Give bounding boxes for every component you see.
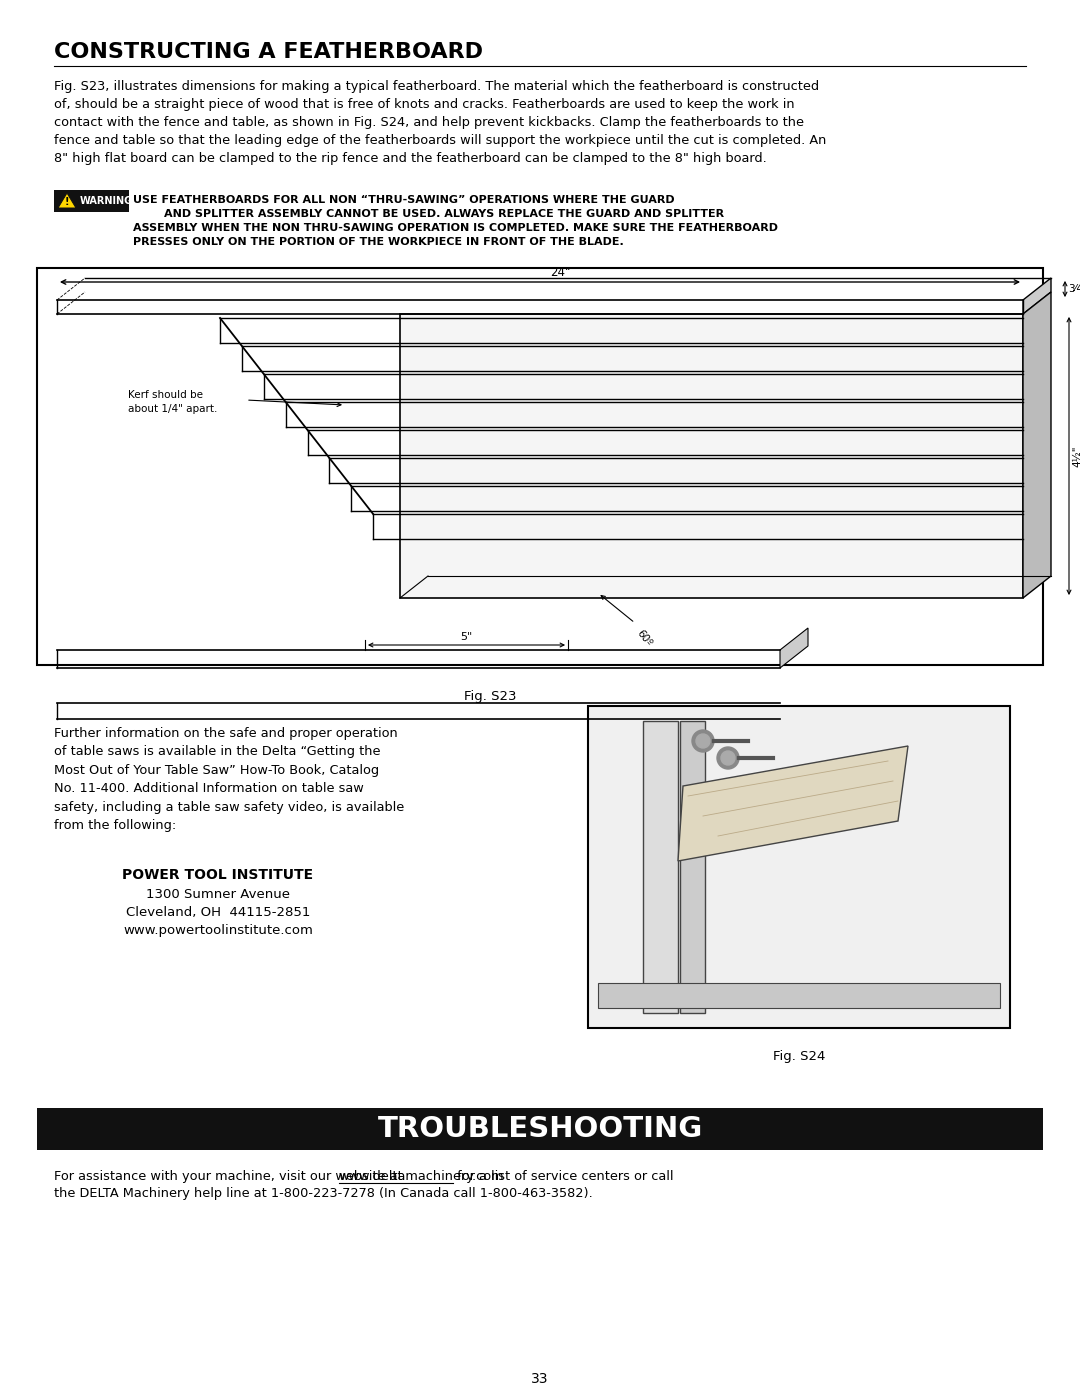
Text: PRESSES ONLY ON THE PORTION OF THE WORKPIECE IN FRONT OF THE BLADE.: PRESSES ONLY ON THE PORTION OF THE WORKP… [133,237,624,247]
Polygon shape [58,193,76,208]
Text: Cleveland, OH  44115-2851: Cleveland, OH 44115-2851 [125,907,310,919]
Text: POWER TOOL INSTITUTE: POWER TOOL INSTITUTE [122,868,313,882]
Text: For assistance with your machine, visit our website at: For assistance with your machine, visit … [54,1171,407,1183]
Text: for a list of service centers or call: for a list of service centers or call [453,1171,673,1183]
Bar [37,268,1043,665]
Polygon shape [680,721,705,1013]
Polygon shape [598,983,1000,1009]
Text: TROUBLESHOOTING: TROUBLESHOOTING [377,1115,703,1143]
Text: 24": 24" [550,265,570,279]
Bar [54,190,129,212]
Text: WARNING: WARNING [80,196,133,205]
Polygon shape [400,314,1023,598]
Text: the DELTA Machinery help line at 1-800-223-7278 (In Canada call 1-800-463-3582).: the DELTA Machinery help line at 1-800-2… [54,1187,593,1200]
Text: 5": 5" [460,631,473,643]
Text: 33: 33 [531,1372,549,1386]
Text: 60º: 60º [635,629,654,648]
Circle shape [696,733,710,747]
Text: Further information on the safe and proper operation
of table saws is available : Further information on the safe and prop… [54,726,404,833]
Circle shape [692,731,714,752]
Text: AND SPLITTER ASSEMBLY CANNOT BE USED. ALWAYS REPLACE THE GUARD AND SPLITTER: AND SPLITTER ASSEMBLY CANNOT BE USED. AL… [133,210,724,219]
Polygon shape [643,721,678,1013]
Bar [588,705,1010,1028]
Text: ASSEMBLY WHEN THE NON THRU-SAWING OPERATION IS COMPLETED. MAKE SURE THE FEATHERB: ASSEMBLY WHEN THE NON THRU-SAWING OPERAT… [133,224,778,233]
Text: Fig. S24: Fig. S24 [773,1051,825,1063]
Text: www.powertoolinstitute.com: www.powertoolinstitute.com [123,923,313,937]
Text: !: ! [65,197,69,207]
Text: USE FEATHERBOARDS FOR ALL NON “THRU-SAWING” OPERATIONS WHERE THE GUARD: USE FEATHERBOARDS FOR ALL NON “THRU-SAWI… [133,196,675,205]
Text: Fig. S23, illustrates dimensions for making a typical featherboard. The material: Fig. S23, illustrates dimensions for mak… [54,80,826,165]
Polygon shape [1023,292,1051,598]
Text: 4½": 4½" [1072,446,1080,467]
Text: 1300 Sumner Avenue: 1300 Sumner Avenue [146,888,291,901]
Circle shape [717,747,739,768]
Circle shape [721,752,735,766]
Polygon shape [780,629,808,668]
Polygon shape [678,746,908,861]
Text: about 1/4" apart.: about 1/4" apart. [129,404,217,414]
Polygon shape [1023,278,1051,314]
Text: Fig. S23: Fig. S23 [463,690,516,703]
Text: 3⁄4": 3⁄4" [1068,284,1080,293]
Text: Kerf should be: Kerf should be [129,390,203,400]
Text: www.deltamachinery.com: www.deltamachinery.com [339,1171,504,1183]
Text: CONSTRUCTING A FEATHERBOARD: CONSTRUCTING A FEATHERBOARD [54,42,483,61]
Bar [37,1108,1043,1150]
